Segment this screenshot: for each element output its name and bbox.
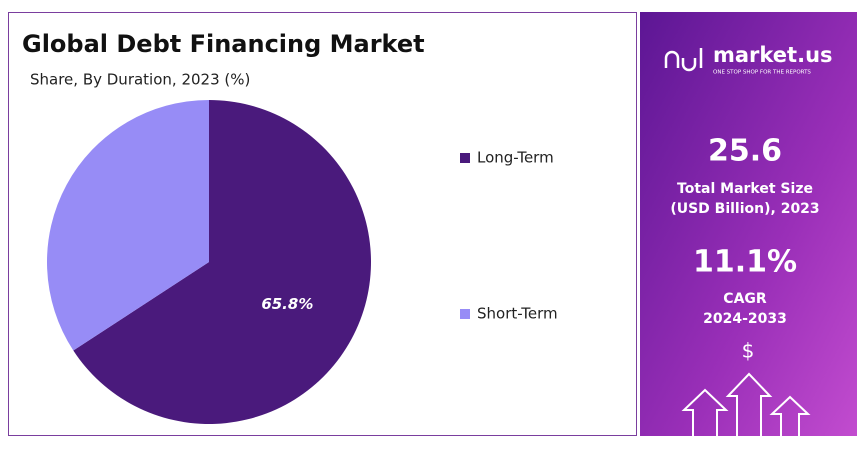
market-size-label: Total Market Size: [677, 181, 813, 197]
legend-label: Short-Term: [477, 305, 558, 323]
market-size-label: (USD Billion), 2023: [670, 201, 819, 217]
cagr-label: 2024-2033: [703, 311, 787, 327]
brand-logo: [664, 48, 703, 72]
market-size: 25.6: [708, 134, 782, 169]
sidebar: [640, 12, 857, 436]
value-label: 65.8%: [261, 295, 313, 313]
brand-tagline: ONE STOP SHOP FOR THE REPORTS: [713, 70, 811, 76]
pie-slice: [47, 100, 209, 351]
pie-slice: [73, 100, 371, 424]
arrows-icon: [681, 372, 811, 436]
currency-icon: $: [742, 339, 755, 363]
cagr-label: CAGR: [723, 291, 767, 307]
cagr: 11.1%: [693, 245, 797, 280]
legend-swatch: [460, 309, 470, 319]
legend-swatch: [460, 153, 470, 163]
legend-label: Long-Term: [477, 149, 554, 167]
brand-name: market.us: [713, 43, 833, 67]
chart-title: Global Debt Financing Market: [22, 30, 425, 58]
chart-subtitle: Share, By Duration, 2023 (%): [30, 71, 250, 89]
legend: Long-Term Short-Term: [460, 149, 558, 323]
pie: 65.8%: [47, 100, 371, 424]
